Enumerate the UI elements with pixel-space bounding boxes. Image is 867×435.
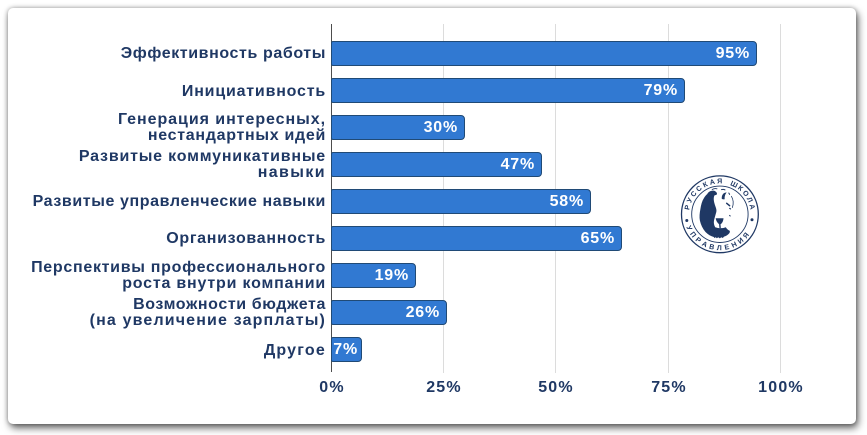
svg-text:Л: Л (717, 244, 722, 252)
svg-text:У: У (686, 196, 695, 204)
svg-text:Р: Р (694, 236, 703, 245)
svg-text:Е: Е (724, 243, 731, 252)
svg-text:К: К (702, 180, 710, 189)
svg-text:А: А (700, 240, 708, 249)
svg-text:П: П (688, 230, 697, 239)
svg-text:В: В (708, 243, 715, 252)
svg-text:С: С (689, 190, 698, 199)
svg-text:О: О (741, 189, 751, 199)
svg-text:Я: Я (717, 177, 722, 185)
svg-text:А: А (709, 178, 716, 187)
svg-text:А: А (747, 204, 756, 211)
svg-text:Н: Н (730, 240, 738, 249)
svg-text:Р: Р (683, 204, 692, 211)
svg-text:Ш: Ш (729, 179, 739, 189)
svg-text:Л: Л (745, 196, 754, 204)
svg-text:Я: Я (742, 231, 751, 240)
svg-text:С: С (695, 184, 704, 193)
svg-text:К: К (736, 184, 745, 193)
svg-text:И: И (736, 236, 745, 245)
svg-text:У: У (684, 224, 693, 232)
